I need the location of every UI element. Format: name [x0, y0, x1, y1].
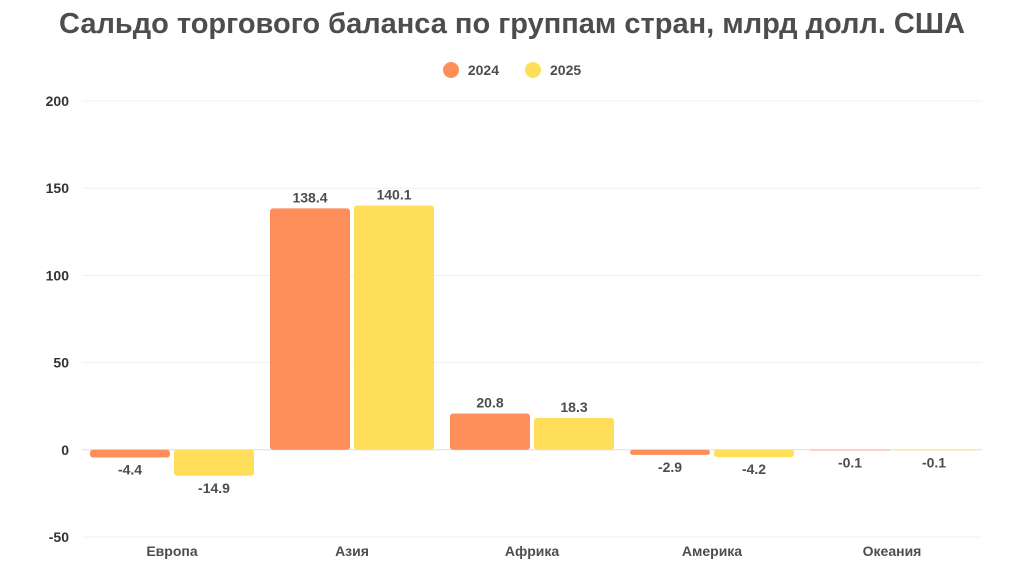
bar-2024-4[interactable] — [810, 449, 890, 451]
data-label: -14.9 — [198, 480, 230, 496]
bar-2025-1[interactable] — [354, 205, 434, 450]
bar-2025-0[interactable] — [174, 449, 254, 476]
bar-2025-4[interactable] — [894, 449, 974, 451]
data-label: -0.1 — [838, 454, 862, 470]
bar-2025-2[interactable] — [534, 417, 614, 450]
y-tick-label: -50 — [49, 529, 69, 545]
bar-2024-0[interactable] — [90, 449, 170, 458]
data-label: 20.8 — [476, 395, 503, 411]
bar-2025-3[interactable] — [714, 449, 794, 458]
data-label: -0.1 — [922, 454, 946, 470]
legend-swatch-2025 — [525, 62, 541, 78]
legend-item-2024[interactable]: 2024 — [442, 62, 499, 78]
chart-title: Сальдо торгового баланса по группам стра… — [59, 8, 965, 40]
legend: 2024 2025 — [0, 62, 1024, 78]
bar-2024-1[interactable] — [270, 208, 350, 450]
y-tick-label: 200 — [46, 93, 70, 109]
bar-2024-3[interactable] — [630, 449, 710, 455]
legend-item-2025[interactable]: 2025 — [525, 62, 581, 78]
x-tick-label: Африка — [505, 543, 560, 559]
bar-2024-2[interactable] — [450, 413, 530, 450]
legend-label-2024: 2024 — [467, 62, 499, 78]
data-label: -4.4 — [118, 461, 142, 477]
y-tick-label: 100 — [46, 267, 70, 283]
y-tick-label: 0 — [61, 442, 69, 458]
x-tick-label: Азия — [335, 543, 369, 559]
data-label: -2.9 — [658, 459, 682, 475]
data-label: -4.2 — [742, 461, 766, 477]
legend-label-2025: 2025 — [550, 62, 582, 78]
x-tick-label: Океания — [863, 543, 922, 559]
legend-swatch-2024 — [442, 62, 459, 78]
y-tick-label: 150 — [46, 180, 70, 196]
data-label: 140.1 — [376, 186, 411, 202]
data-label: 138.4 — [292, 189, 327, 205]
x-tick-label: Америка — [682, 543, 742, 559]
x-tick-label: Европа — [146, 543, 198, 559]
data-label: 18.3 — [560, 399, 587, 415]
y-tick-label: 50 — [53, 355, 69, 371]
